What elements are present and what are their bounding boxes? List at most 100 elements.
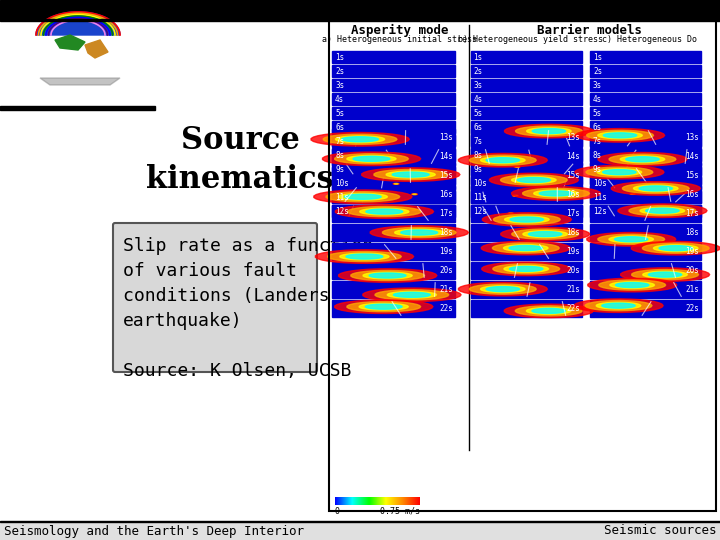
- Polygon shape: [365, 304, 402, 309]
- Polygon shape: [326, 192, 400, 202]
- Bar: [332, 224, 455, 241]
- Text: Asperity mode: Asperity mode: [351, 23, 448, 37]
- Polygon shape: [616, 282, 649, 288]
- Bar: [0, 106, 155, 110]
- Polygon shape: [340, 253, 389, 260]
- Bar: [0, 522, 720, 540]
- Polygon shape: [40, 78, 120, 85]
- Polygon shape: [336, 205, 433, 218]
- Polygon shape: [501, 227, 590, 241]
- Polygon shape: [596, 302, 641, 309]
- Polygon shape: [347, 156, 396, 162]
- Polygon shape: [395, 229, 444, 236]
- Text: 22s: 22s: [439, 304, 453, 313]
- Polygon shape: [603, 133, 636, 138]
- Polygon shape: [503, 245, 548, 252]
- Polygon shape: [646, 208, 679, 213]
- Bar: [590, 191, 701, 203]
- Text: 2s: 2s: [593, 66, 602, 76]
- Polygon shape: [323, 134, 397, 144]
- Polygon shape: [459, 153, 547, 167]
- Bar: [590, 243, 701, 260]
- Polygon shape: [392, 172, 429, 177]
- Text: 8s: 8s: [335, 151, 344, 159]
- Text: 6s: 6s: [474, 123, 483, 132]
- Polygon shape: [574, 299, 663, 313]
- Polygon shape: [493, 214, 560, 225]
- Polygon shape: [490, 173, 578, 187]
- Text: 0        0.75 m/s: 0 0.75 m/s: [335, 507, 420, 516]
- Bar: [332, 191, 455, 203]
- Polygon shape: [360, 208, 409, 215]
- Text: 2s: 2s: [474, 66, 483, 76]
- Bar: [332, 243, 455, 260]
- Polygon shape: [505, 124, 593, 138]
- Text: 4s: 4s: [593, 94, 602, 104]
- Text: 22s: 22s: [566, 304, 580, 313]
- Bar: [590, 177, 701, 189]
- Polygon shape: [528, 232, 562, 237]
- Text: 17s: 17s: [685, 209, 699, 218]
- Text: 8s: 8s: [474, 151, 483, 159]
- Bar: [590, 186, 701, 203]
- Text: 1s: 1s: [593, 52, 602, 62]
- Text: 16s: 16s: [685, 190, 699, 199]
- Polygon shape: [611, 181, 701, 195]
- Polygon shape: [587, 233, 676, 246]
- Polygon shape: [387, 292, 436, 298]
- Polygon shape: [623, 183, 689, 193]
- Polygon shape: [338, 193, 387, 200]
- Polygon shape: [504, 266, 549, 272]
- Text: 3s: 3s: [335, 80, 344, 90]
- Polygon shape: [597, 169, 642, 176]
- Bar: [332, 186, 455, 203]
- Polygon shape: [527, 127, 571, 134]
- Bar: [471, 135, 582, 147]
- Bar: [0, 521, 720, 522]
- Bar: [471, 205, 582, 222]
- Polygon shape: [346, 254, 383, 259]
- Text: 18s: 18s: [566, 228, 580, 237]
- Polygon shape: [375, 290, 449, 300]
- Polygon shape: [609, 154, 676, 164]
- Bar: [471, 167, 582, 184]
- Text: 10s: 10s: [474, 179, 487, 187]
- Bar: [590, 205, 701, 222]
- Polygon shape: [598, 234, 665, 245]
- Bar: [471, 79, 582, 91]
- Text: 13s: 13s: [566, 133, 580, 142]
- Bar: [329, 19, 716, 511]
- Polygon shape: [514, 166, 521, 167]
- Bar: [590, 205, 701, 217]
- Polygon shape: [363, 272, 412, 279]
- Bar: [471, 243, 582, 260]
- Bar: [590, 65, 701, 77]
- Polygon shape: [510, 217, 544, 222]
- Polygon shape: [621, 268, 710, 281]
- Text: 14s: 14s: [566, 152, 580, 161]
- Polygon shape: [353, 156, 390, 161]
- Polygon shape: [508, 213, 514, 214]
- Text: 17s: 17s: [566, 209, 580, 218]
- Polygon shape: [523, 188, 590, 199]
- Polygon shape: [481, 157, 525, 164]
- Bar: [332, 135, 455, 147]
- Polygon shape: [654, 245, 698, 252]
- Polygon shape: [393, 292, 431, 298]
- Polygon shape: [517, 178, 551, 183]
- Text: 5s: 5s: [593, 109, 602, 118]
- Bar: [332, 149, 455, 161]
- Bar: [471, 129, 582, 146]
- Text: 12s: 12s: [474, 206, 487, 215]
- Bar: [471, 149, 582, 161]
- Bar: [471, 191, 582, 203]
- Polygon shape: [575, 165, 664, 179]
- Text: Slip rate as a function
of various fault
conditions (Landers
earthquake)

Source: Slip rate as a function of various fault…: [123, 237, 373, 380]
- Polygon shape: [649, 272, 682, 277]
- Polygon shape: [598, 152, 687, 166]
- Text: 13s: 13s: [439, 133, 453, 142]
- Polygon shape: [459, 282, 547, 296]
- Polygon shape: [342, 137, 379, 142]
- Polygon shape: [539, 191, 572, 196]
- Polygon shape: [415, 170, 420, 171]
